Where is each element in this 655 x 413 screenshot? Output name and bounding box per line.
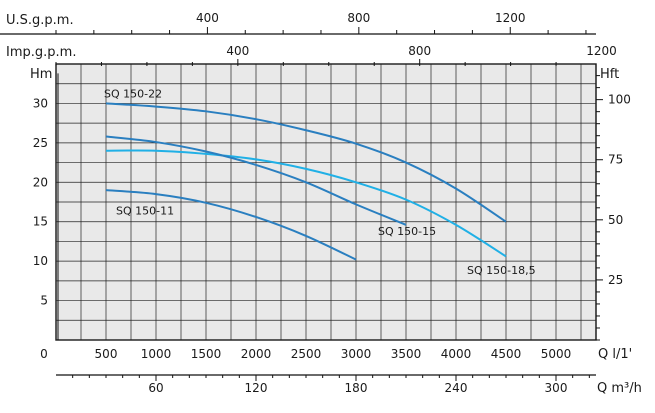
x-tick-label: 5000	[541, 347, 572, 361]
right-tick-label: 50	[608, 213, 623, 227]
x-tick-label: 2500	[291, 347, 322, 361]
x-tick-label: 500	[95, 347, 118, 361]
left-unit-label: Hm	[30, 67, 52, 82]
left-tick-label: 25	[33, 136, 48, 150]
us-tick-label: 400	[196, 11, 219, 25]
m3h-tick-label: 60	[148, 381, 163, 395]
imp-tick-label: 400	[226, 44, 249, 58]
left-tick-label: 20	[33, 175, 48, 189]
bottom-unit-label: Q l/1'	[598, 347, 632, 362]
m3h-tick-label: 240	[445, 381, 468, 395]
left-tick-label: 30	[33, 96, 48, 110]
bottom-m3h-unit-label: Q m³/h	[597, 381, 642, 396]
imp-tick-label: 800	[408, 44, 431, 58]
m3h-tick-label: 300	[545, 381, 568, 395]
left-tick-label: 15	[33, 215, 48, 229]
x-tick-label: 1000	[141, 347, 172, 361]
series-layer	[105, 102, 507, 261]
us-tick-label: 800	[347, 11, 370, 25]
left-tick-label: 10	[33, 254, 48, 268]
x-zero-label: 0	[40, 347, 48, 361]
imp-tick-label: 1200	[586, 44, 617, 58]
x-tick-label: 4000	[441, 347, 472, 361]
x-tick-label: 4500	[491, 347, 522, 361]
right-tick-label: 25	[608, 273, 623, 287]
top-imp-unit-label: Imp.g.p.m.	[6, 45, 76, 60]
m3h-tick-label: 180	[345, 381, 368, 395]
x-tick-label: 2000	[241, 347, 272, 361]
right-tick-label: 100	[608, 93, 631, 107]
series-label-sq-150-22: SQ 150-22	[104, 87, 162, 100]
grid	[55, 63, 597, 341]
series-label-sq-150-18-5: SQ 150-18,5	[467, 264, 536, 277]
x-tick-label: 3000	[341, 347, 372, 361]
m3h-tick-label: 120	[245, 381, 268, 395]
x-tick-label: 1500	[191, 347, 222, 361]
series-label-sq-150-11: SQ 150-11	[116, 205, 174, 218]
x-tick-label: 3500	[391, 347, 422, 361]
top-us-unit-label: U.S.g.p.m.	[6, 13, 74, 28]
us-tick-label: 1200	[495, 11, 526, 25]
left-tick-label: 5	[40, 294, 48, 308]
right-tick-label: 75	[608, 153, 623, 167]
right-unit-label: Hft	[600, 67, 619, 82]
axes	[0, 27, 603, 381]
series-line-sq-150-11	[105, 189, 357, 261]
series-label-sq-150-15: SQ 150-15	[378, 225, 436, 238]
